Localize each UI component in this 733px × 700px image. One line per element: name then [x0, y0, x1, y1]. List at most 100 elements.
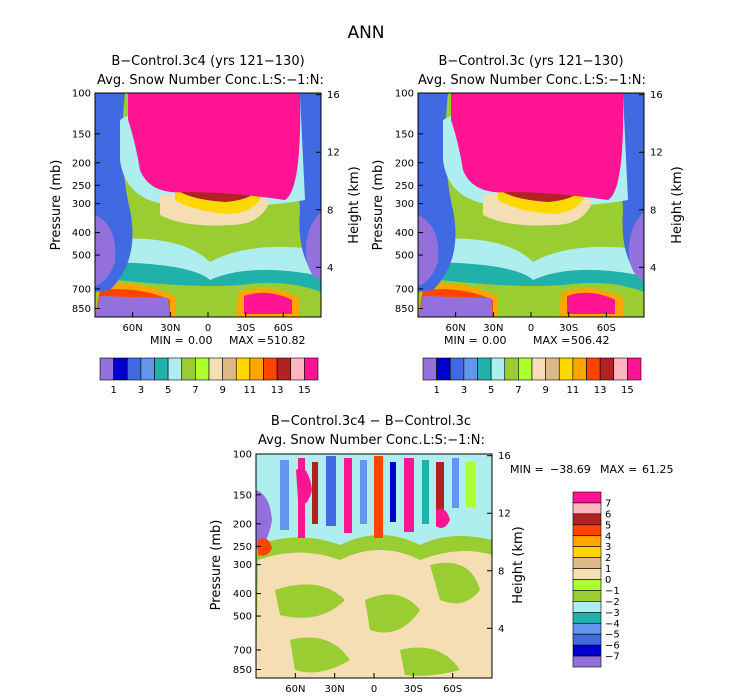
- contour-band-left-purple: [418, 215, 439, 286]
- colorbar-swatch: [140, 357, 155, 381]
- contour-band-left-red: [258, 538, 272, 556]
- y-right-tick-label: 12: [327, 148, 340, 159]
- y-right-tick-label: 12: [650, 148, 663, 159]
- panel-a-min-value: 0.00: [188, 334, 213, 347]
- x-tick-label: 30N: [325, 684, 345, 695]
- panel-a-min-label: MIN =: [150, 334, 184, 347]
- colorbar-swatch: [504, 357, 519, 381]
- panel-a-ylabel-right: Height (km): [347, 166, 362, 243]
- y-tick-label: 700: [233, 645, 252, 656]
- contour-band-green-patch-3: [430, 562, 480, 604]
- colorbar-swatch: [449, 357, 465, 381]
- colorbar-swatch: [572, 535, 602, 547]
- colorbar-swatch: [599, 357, 615, 381]
- panel-c-max-label: MAX =: [600, 463, 637, 476]
- panel-c-y-ticks: 100 150 200 250 300 400 500 700 850: [233, 450, 261, 676]
- colorbar-label: −7: [605, 652, 620, 663]
- panel-a-units: L:S:−1:N:: [262, 73, 324, 88]
- panel-b-min-value: 0.00: [482, 334, 507, 347]
- colorbar-label: −1: [605, 586, 620, 597]
- panel-a-y-right-ticks: 16 12 8 4: [316, 90, 340, 274]
- y-tick-label: 400: [72, 228, 91, 239]
- panel-b-y-ticks: 100 150 200 250 300 400 500 700 850: [395, 89, 423, 315]
- contour-band-max-pink: [451, 93, 624, 200]
- x-tick-label: 60N: [285, 684, 305, 695]
- colorbar-label: −6: [605, 641, 620, 652]
- y-right-tick-label: 4: [650, 263, 656, 274]
- panel-b: B−Control.3c (yrs 121−130) Avg. Snow Num…: [371, 54, 685, 396]
- colorbar-swatch: [545, 357, 560, 381]
- y-tick-label: 700: [395, 284, 414, 295]
- colorbar-label: −5: [605, 630, 620, 641]
- colorbar-swatch: [477, 357, 492, 381]
- colorbar-label: 11: [244, 385, 257, 396]
- colorbar-swatch: [572, 622, 602, 635]
- colorbar-swatch: [613, 357, 628, 381]
- colorbar-swatch: [572, 491, 602, 504]
- colorbar-label: 7: [192, 385, 198, 396]
- colorbar-swatch: [572, 655, 602, 668]
- panel-c-units: L:S:−1:N:: [423, 433, 485, 448]
- panel-b-units: L:S:−1:N:: [584, 73, 646, 88]
- colorbar-label: 0: [605, 575, 611, 586]
- contour-band-left-purple: [95, 215, 116, 286]
- panel-a-title: B−Control.3c4 (yrs 121−130): [111, 54, 304, 69]
- y-tick-label: 300: [395, 199, 414, 210]
- contour-band-low-purple-left: [95, 296, 170, 317]
- colorbar-swatch: [572, 524, 602, 537]
- colorbar-swatch: [195, 357, 210, 381]
- panel-a-subtitle: Avg. Snow Number Conc.: [97, 73, 261, 88]
- contour-band-green-patch-2: [365, 594, 420, 633]
- x-tick-label: 30S: [559, 323, 578, 334]
- colorbar-swatch: [290, 357, 305, 381]
- colorbar-swatch: [154, 357, 169, 381]
- y-tick-label: 500: [233, 612, 252, 623]
- x-tick-label: 30S: [236, 323, 255, 334]
- panel-c-x-ticks: 60N 30N 0 30S 60S: [285, 673, 462, 695]
- contour-band-low-pink-right: [244, 292, 292, 314]
- colorbar-label: −2: [605, 597, 620, 608]
- colorbar-swatch: [572, 357, 587, 381]
- y-tick-label: 150: [72, 129, 91, 140]
- colorbar-swatch: [222, 357, 237, 381]
- colorbar-swatch: [490, 357, 506, 381]
- y-tick-label: 250: [72, 181, 91, 192]
- colorbar-label: 1: [110, 385, 116, 396]
- y-tick-label: 500: [395, 251, 414, 262]
- panel-c-min-label: MIN =: [510, 463, 544, 476]
- colorbar-label: 7: [515, 385, 521, 396]
- y-tick-label: 400: [395, 228, 414, 239]
- panel-a-y-ticks: 100 150 200 250 300 400 500 700 850: [72, 89, 100, 315]
- y-tick-label: 300: [72, 199, 91, 210]
- y-tick-label: 150: [233, 490, 252, 501]
- y-tick-label: 150: [395, 129, 414, 140]
- colorbar-swatch: [572, 502, 602, 515]
- y-tick-label: 100: [72, 89, 91, 100]
- colorbar-swatch: [276, 357, 292, 381]
- y-tick-label: 100: [233, 450, 252, 461]
- colorbar-label: 9: [219, 385, 225, 396]
- panel-c-title: B−Control.3c4 − B−Control.3c: [271, 414, 471, 429]
- contour-band-green-patch-5: [400, 647, 460, 676]
- panel-a-colorbar: 1 3 5 7 9 11 13 15: [99, 357, 319, 396]
- panel-a-contours: [95, 93, 321, 317]
- colorbar-swatch: [572, 644, 602, 657]
- y-tick-label: 300: [233, 560, 252, 571]
- colorbar-swatch: [627, 357, 642, 381]
- colorbar-swatch: [531, 357, 546, 381]
- colorbar-swatch: [126, 357, 142, 381]
- y-tick-label: 500: [72, 251, 91, 262]
- y-tick-label: 100: [395, 89, 414, 100]
- panel-b-min-label: MIN =: [444, 334, 478, 347]
- colorbar-swatch: [572, 557, 602, 569]
- panel-b-ylabel-right: Height (km): [670, 166, 685, 243]
- colorbar-label: 15: [298, 385, 311, 396]
- colorbar-label: 3: [138, 385, 144, 396]
- y-right-tick-label: 4: [498, 624, 504, 635]
- colorbar-swatch: [572, 590, 602, 602]
- x-tick-label: 0: [371, 684, 377, 695]
- y-tick-label: 850: [233, 665, 252, 676]
- y-tick-label: 850: [395, 304, 414, 315]
- y-tick-label: 200: [233, 519, 252, 530]
